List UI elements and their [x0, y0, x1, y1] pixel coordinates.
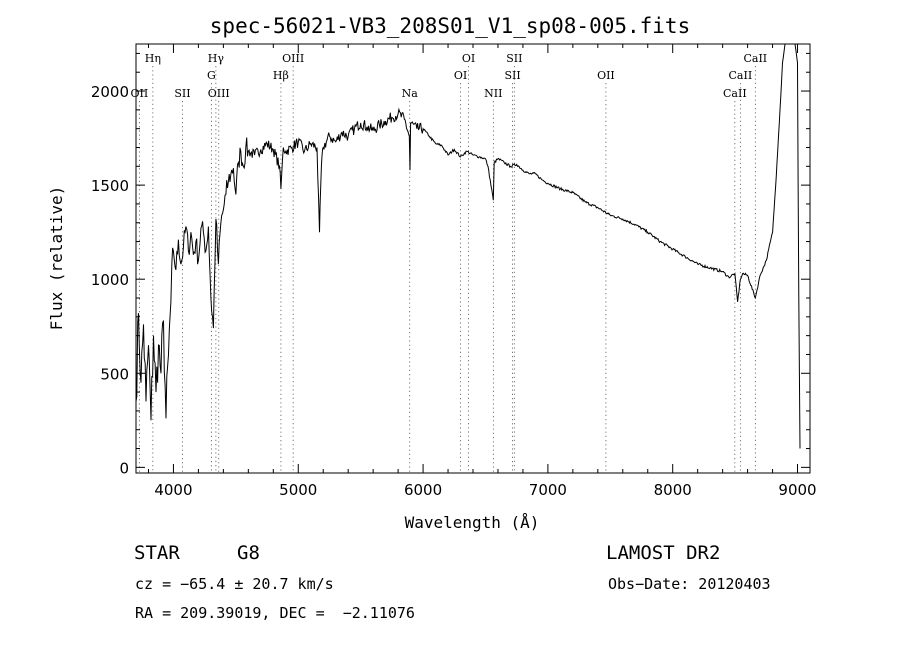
- spectrum-chart: spec-56021-VB3_208S01_V1_sp08-005.fits Hη…: [47, 14, 817, 532]
- object-class-label: STAR: [134, 542, 180, 564]
- obs-date-label: Obs−Date: 20120403: [608, 575, 771, 593]
- line-marker-label: CaII: [729, 69, 753, 82]
- y-axis-label: Flux (relative): [47, 186, 66, 331]
- object-subclass-label: G8: [237, 542, 260, 564]
- x-axis-label: Wavelength (Å): [405, 513, 540, 532]
- y-tick-label: 0: [119, 459, 129, 477]
- coordinates-label: RA = 209.39019, DEC = −2.11076: [135, 604, 415, 622]
- line-marker-label: OIII: [282, 52, 304, 65]
- redshift-velocity-label: cz = −65.4 ± 20.7 km/s: [135, 575, 334, 593]
- line-marker-label: G: [207, 69, 216, 82]
- line-marker-label: SII: [504, 69, 520, 82]
- line-marker-label: OI: [462, 52, 475, 65]
- line-marker-label: Hγ: [208, 52, 225, 65]
- line-marker-label: OII: [131, 87, 149, 100]
- line-marker-label: OIII: [208, 87, 230, 100]
- chart-title: spec-56021-VB3_208S01_V1_sp08-005.fits: [210, 14, 690, 38]
- line-marker-label: CaII: [743, 52, 767, 65]
- plot-frame: [135, 43, 811, 474]
- line-marker-label: OII: [597, 69, 615, 82]
- y-tick-label: 2000: [91, 83, 129, 101]
- y-tick-label: 1000: [91, 271, 129, 289]
- spectrum-line: [135, 43, 801, 449]
- survey-label: LAMOST DR2: [606, 542, 721, 564]
- x-tick-label: 5000: [279, 481, 317, 499]
- x-tick-label: 9000: [778, 481, 816, 499]
- line-marker-label: OI: [454, 69, 467, 82]
- x-tick-label: 7000: [529, 481, 567, 499]
- x-tick-label: 6000: [404, 481, 442, 499]
- line-marker-label: SII: [174, 87, 190, 100]
- y-tick-label: 1500: [91, 177, 129, 195]
- line-marker-label: Na: [402, 87, 419, 100]
- line-marker-label: CaII: [723, 87, 747, 100]
- spectrum-plot-svg: spec-56021-VB3_208S01_V1_sp08-005.fits Hη…: [47, 14, 817, 532]
- line-marker-label: NII: [484, 87, 502, 100]
- x-tick-label: 8000: [654, 481, 692, 499]
- line-marker-label: Hη: [145, 52, 161, 65]
- y-tick-label: 500: [100, 365, 129, 383]
- line-marker-label: SII: [506, 52, 522, 65]
- x-tick-label: 4000: [154, 481, 192, 499]
- line-marker-label: Hβ: [273, 69, 289, 82]
